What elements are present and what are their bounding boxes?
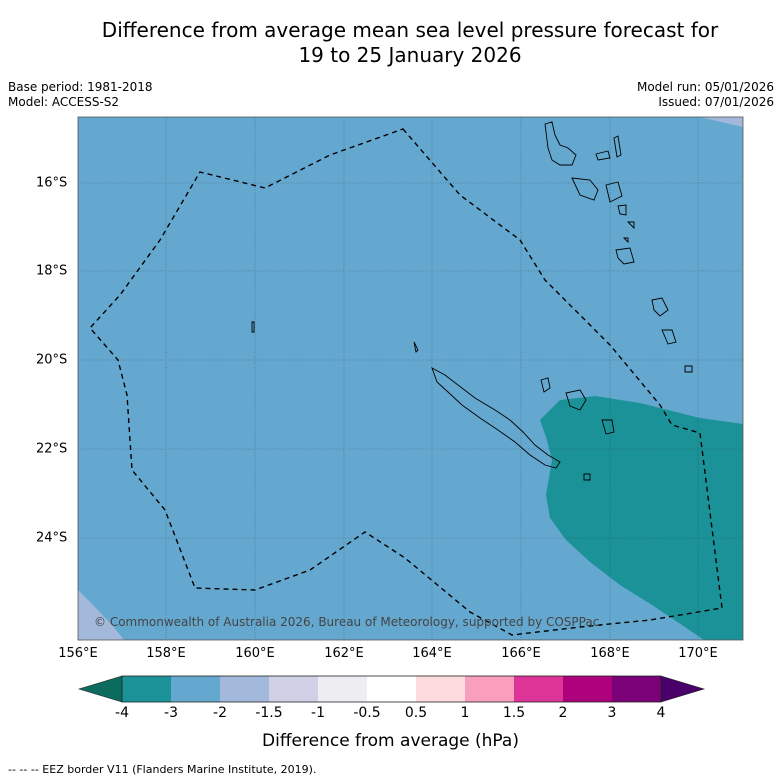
anomaly-band-minus4-minus3: [540, 396, 743, 640]
colorbar-swatch-5: [367, 676, 416, 702]
colorbar-tick-1: -3: [164, 705, 178, 721]
eez-footnote: -- -- -- EEZ border V11 (Flanders Marine…: [8, 763, 317, 776]
colorbar-under-arrow: [77, 675, 123, 703]
colorbar-tick-0: -4: [115, 705, 129, 721]
model-name: Model: ACCESS-S2: [8, 95, 120, 109]
colorbar-tick-9: 2: [558, 705, 568, 721]
colorbar-swatch-6: [416, 676, 465, 702]
colorbar-swatch-2: [220, 676, 269, 702]
colorbar-tick-2: -2: [213, 705, 227, 721]
colorbar-tick-11: 4: [656, 705, 666, 721]
colorbar-tick-10: 3: [607, 705, 617, 721]
colorbar-tick-7: 1: [460, 705, 470, 721]
eez-border: [89, 128, 723, 636]
meta-left: Base period: 1981-2018 Model: ACCESS-S2: [8, 80, 153, 110]
colorbar-label: Difference from average (hPa): [262, 731, 519, 751]
coastlines: [251, 121, 693, 481]
new-caledonia-coast: [431, 367, 561, 469]
colorbar-tick-3: -1.5: [255, 705, 283, 721]
colorbar-swatch-8: [514, 676, 563, 702]
lon-tick-170e: 170°E: [678, 646, 718, 661]
anomaly-band-minus2-minus1-5-northeast: [700, 117, 743, 127]
lon-tick-160e: 160°E: [235, 646, 275, 661]
chart-title: Difference from average mean sea level p…: [0, 18, 781, 68]
title-line-2: 19 to 25 January 2026: [298, 43, 522, 67]
colorbar-tick-4: -1: [311, 705, 325, 721]
vanuatu-coast: [544, 121, 577, 166]
colorbar-swatch-1: [171, 676, 220, 702]
colorbar-swatch-0: [122, 676, 171, 702]
lat-tick-24s: 24°S: [36, 530, 68, 546]
lon-tick-166e: 166°E: [501, 646, 541, 661]
lon-tick-156e: 156°E: [58, 646, 98, 661]
lat-tick-22s: 22°S: [36, 441, 68, 457]
map-frame: [77, 116, 744, 641]
lat-tick-18s: 18°S: [36, 263, 68, 279]
lon-tick-168e: 168°E: [590, 646, 630, 661]
colorbar-swatch-4: [318, 676, 367, 702]
model-run: Model run: 05/01/2026: [636, 80, 774, 94]
meta-right: Model run: 05/01/2026 Issued: 07/01/2026: [637, 80, 774, 110]
colorbar-tick-8: 1.5: [502, 705, 526, 721]
colorbar-tick-5: -0.5: [353, 705, 381, 721]
lon-tick-164e: 164°E: [412, 646, 452, 661]
colorbar-over-arrow: [660, 675, 706, 703]
title-line-1: Difference from average mean sea level p…: [101, 18, 719, 42]
colorbar-tick-6: 0.5: [404, 705, 428, 721]
colorbar-swatch-3: [269, 676, 318, 702]
base-period: Base period: 1981-2018: [8, 80, 153, 94]
colorbar-swatch-10: [612, 676, 661, 702]
colorbar-frame: [121, 675, 662, 703]
graticule: [78, 117, 743, 640]
lon-tick-158e: 158°E: [146, 646, 186, 661]
lon-tick-162e: 162°E: [324, 646, 364, 661]
lat-tick-16s: 16°S: [36, 175, 68, 191]
anomaly-band-minus2-minus1-5-southwest: [78, 590, 124, 640]
copyright-notice: © Commonwealth of Australia 2026, Bureau…: [94, 615, 600, 629]
lat-tick-20s: 20°S: [36, 352, 68, 368]
colorbar: [77, 675, 706, 703]
colorbar-swatch-7: [465, 676, 514, 702]
issued-date: Issued: 07/01/2026: [658, 95, 774, 109]
colorbar-swatch-9: [563, 676, 612, 702]
